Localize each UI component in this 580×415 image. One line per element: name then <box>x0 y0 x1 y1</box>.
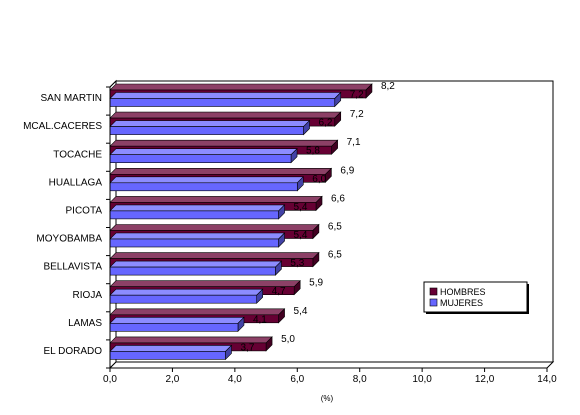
bar-face <box>110 211 279 219</box>
legend-swatch-hombres <box>430 288 437 295</box>
legend-label-mujeres: MUJERES <box>440 298 483 308</box>
bar-top <box>110 205 285 211</box>
category-label-0: SAN MARTIN <box>41 93 103 104</box>
x-axis-title: (%) <box>321 394 334 403</box>
category-label-7: RIOJA <box>73 290 103 301</box>
bar-face <box>110 239 279 247</box>
floor <box>110 362 553 368</box>
bar-face <box>110 323 238 331</box>
bar-mujeres-7 <box>110 289 263 303</box>
category-label-2: TOCACHE <box>53 149 102 160</box>
x-tick-label-2: 4,0 <box>228 374 242 385</box>
category-label-8: LAMAS <box>68 318 102 329</box>
data-label-hombres-8: 5,4 <box>294 306 308 317</box>
x-tick-label-4: 8,0 <box>353 374 367 385</box>
data-label-hombres-7: 5,9 <box>309 278 323 289</box>
bar-face <box>110 351 225 359</box>
category-label-6: BELLAVISTA <box>43 262 102 273</box>
bar-top <box>110 149 297 155</box>
bar-top <box>110 261 281 267</box>
data-label-hombres-0: 8,2 <box>381 81 395 92</box>
data-label-hombres-5: 6,5 <box>328 222 342 233</box>
x-tick-label-5: 10,0 <box>412 374 432 385</box>
bar-mujeres-5 <box>110 233 285 247</box>
bar-top <box>110 253 319 259</box>
data-label-mujeres-3: 6,0 <box>312 174 326 185</box>
bar-face <box>110 127 304 135</box>
bar-top <box>110 177 303 183</box>
bar-top <box>110 317 244 323</box>
data-label-mujeres-4: 5,4 <box>294 202 308 213</box>
bar-top <box>110 93 341 99</box>
data-label-mujeres-9: 3,7 <box>240 342 254 353</box>
category-label-5: MOYOBAMBA <box>36 234 102 245</box>
bar-face <box>110 267 275 275</box>
bar-top <box>110 233 285 239</box>
bar-top <box>110 112 341 118</box>
data-label-hombres-2: 7,1 <box>347 137 361 148</box>
bar-top <box>110 225 319 231</box>
bar-mujeres-6 <box>110 261 281 275</box>
bar-face <box>110 99 335 107</box>
bar-face <box>110 155 291 163</box>
bar-top <box>110 121 310 127</box>
data-label-mujeres-8: 4,1 <box>253 314 267 325</box>
bar-face <box>110 183 297 191</box>
bar-top <box>110 84 372 90</box>
x-tick-label-6: 12,0 <box>475 374 495 385</box>
x-tick-label-1: 2,0 <box>165 374 179 385</box>
bar-mujeres-3 <box>110 177 303 191</box>
bar-top <box>110 196 322 202</box>
bar-mujeres-4 <box>110 205 285 219</box>
data-label-mujeres-2: 5,8 <box>306 146 320 157</box>
data-label-mujeres-6: 5,3 <box>290 258 304 269</box>
bar-mujeres-9 <box>110 345 231 359</box>
bar-mujeres-0 <box>110 93 341 107</box>
bar-top <box>110 140 338 146</box>
bar-mujeres-2 <box>110 149 297 163</box>
category-label-1: MCAL.CACERES <box>23 121 102 132</box>
x-tick-label-0: 0,0 <box>103 374 117 385</box>
data-label-mujeres-1: 6,2 <box>319 118 333 129</box>
category-label-4: PICOTA <box>66 205 103 216</box>
bar-top <box>110 345 231 351</box>
data-label-mujeres-0: 7,2 <box>350 90 364 101</box>
bar-face <box>110 295 257 303</box>
bar-top <box>110 168 331 174</box>
data-label-hombres-9: 5,0 <box>281 334 295 345</box>
bar-mujeres-1 <box>110 121 310 135</box>
bar-top <box>110 289 263 295</box>
x-tick-label-7: 14,0 <box>537 374 557 385</box>
data-label-mujeres-5: 5,4 <box>294 230 308 241</box>
data-label-mujeres-7: 4,7 <box>272 286 286 297</box>
data-label-hombres-4: 6,6 <box>331 193 345 204</box>
data-label-hombres-6: 6,5 <box>328 250 342 261</box>
legend-label-hombres: HOMBRES <box>440 287 486 297</box>
bar-mujeres-8 <box>110 317 244 331</box>
x-tick-label-3: 6,0 <box>290 374 304 385</box>
category-label-9: EL DORADO <box>43 346 102 357</box>
data-label-hombres-3: 6,9 <box>340 165 354 176</box>
data-label-hombres-1: 7,2 <box>350 109 364 120</box>
category-label-3: HUALLAGA <box>49 177 103 188</box>
legend-swatch-mujeres <box>430 299 437 306</box>
